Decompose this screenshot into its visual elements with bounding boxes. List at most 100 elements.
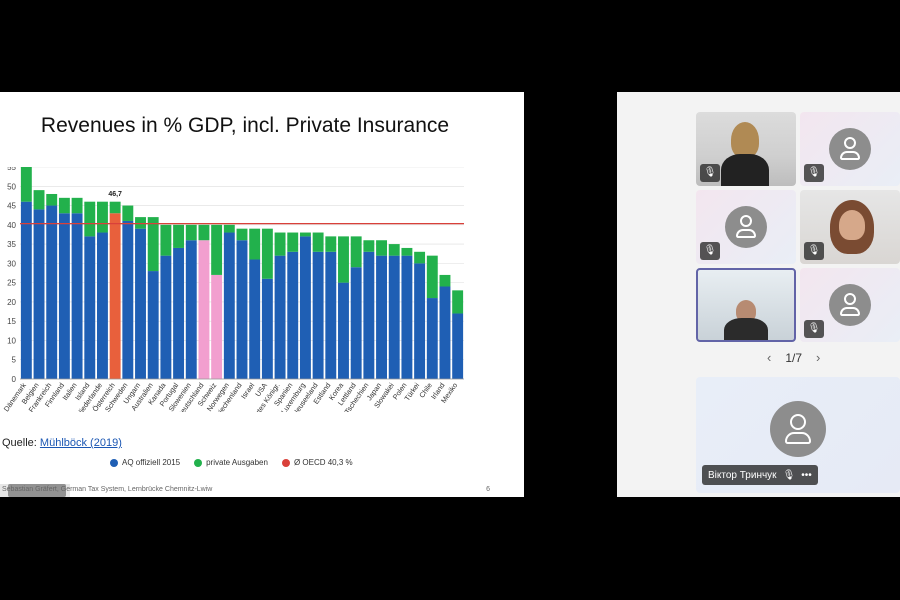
bar-private-27 [363, 240, 375, 252]
bar-official-34 [452, 313, 464, 379]
bar-official-1 [33, 209, 45, 379]
more-options-icon[interactable]: ••• [801, 469, 812, 481]
bar-official-28 [376, 255, 387, 379]
source-link[interactable]: Mühlböck (2019) [39, 437, 122, 449]
participant-head [731, 122, 759, 158]
bar-private-32 [426, 255, 438, 299]
bar-official-19 [261, 278, 273, 379]
bar-private-10 [147, 217, 159, 272]
legend-item-private: private Ausgaben [194, 458, 268, 467]
bar-private-0 [20, 167, 32, 202]
bar-official-21 [287, 251, 299, 379]
bar-official-12 [173, 247, 185, 379]
bar-private-30 [401, 247, 413, 256]
bar-private-31 [414, 251, 426, 264]
legend-item-official: AQ offiziell 2015 [110, 458, 180, 467]
bar-official-32 [426, 298, 438, 379]
bar-private-11 [160, 224, 172, 256]
bar-official-8 [122, 220, 134, 379]
y-tick-label: 10 [7, 336, 16, 345]
participants-panel: 🎙︎ 🎙︎ 🎙︎ 🎙︎ 🎙︎ ‹ 1/7 › Віктор Тринчук 🎙︎… [617, 92, 900, 497]
participant-name: Віктор Тринчук [708, 469, 777, 481]
bar-official-0 [20, 201, 32, 379]
bar-private-9 [135, 217, 146, 229]
participant-tile-4[interactable]: 🎙︎ [800, 268, 900, 342]
bar-official-27 [363, 251, 375, 379]
bar-official-18 [249, 259, 261, 379]
bar-official-2 [46, 205, 58, 379]
avatar-icon [829, 128, 871, 170]
bar-official-30 [401, 255, 413, 379]
revenue-bar-chart: 0510152025303540455055DänemarkBelgienFra… [2, 167, 464, 412]
participant-body [721, 154, 769, 186]
bar-private-4 [71, 197, 83, 214]
chart-legend: AQ offiziell 2015 private Ausgaben Ø OEC… [110, 458, 353, 467]
source-line: Quelle: Mühlböck (2019) [2, 437, 122, 449]
bar-official-23 [312, 251, 324, 379]
chevron-left-icon[interactable]: ‹ [767, 350, 772, 365]
slide-number: 6 [486, 486, 490, 493]
slide-controls[interactable] [0, 484, 70, 497]
participant-tile-video-1[interactable]: 🎙︎ [696, 112, 796, 186]
bar-official-10 [147, 271, 159, 379]
bar-official-33 [439, 286, 451, 379]
bar-official-5 [84, 236, 96, 379]
participant-body [724, 318, 768, 340]
participant-tile-video-3-active[interactable] [696, 268, 796, 342]
bar-private-13 [185, 224, 197, 241]
bar-official-17 [236, 240, 248, 379]
participant-tile-video-2[interactable]: 🎙︎ [800, 190, 900, 264]
bar-official-3 [58, 213, 70, 379]
black-gap [524, 92, 617, 497]
bar-private-18 [249, 228, 261, 260]
y-tick-label: 0 [12, 375, 17, 384]
bar-private-6 [97, 201, 108, 233]
bar-private-12 [173, 224, 185, 248]
y-tick-label: 50 [7, 182, 16, 191]
avatar-icon [725, 206, 767, 248]
bar-private-21 [287, 232, 299, 252]
bar-official-25 [338, 282, 349, 379]
bar-official-20 [274, 255, 286, 379]
mic-off-icon: 🎙︎ [700, 164, 720, 182]
chevron-right-icon[interactable]: › [816, 350, 821, 365]
mic-off-icon: 🎙︎ [782, 469, 796, 481]
bar-private-17 [236, 228, 248, 241]
avatar-icon [829, 284, 871, 326]
y-tick-label: 40 [7, 221, 16, 230]
bar-private-29 [388, 244, 400, 256]
bar-private-15 [211, 224, 223, 275]
participant-face [839, 210, 865, 240]
bar-official-9 [135, 228, 146, 379]
bar-official-6 [97, 232, 108, 379]
bar-official-13 [185, 240, 197, 379]
participant-tile-3[interactable]: 🎙︎ [696, 190, 796, 264]
bar-private-14 [198, 224, 210, 241]
bar-private-34 [452, 290, 464, 314]
bar-private-28 [376, 240, 387, 256]
y-tick-label: 20 [7, 298, 16, 307]
bar-private-7 [109, 201, 121, 214]
slide-footer: Sebastian Gräfert, German Tax System, Le… [0, 484, 524, 497]
pager-label: 1/7 [785, 350, 803, 365]
participant-pager: ‹ 1/7 › [767, 350, 820, 365]
mic-off-icon: 🎙︎ [804, 164, 824, 182]
legend-item-oecd: Ø OECD 40,3 % [281, 458, 353, 467]
mic-off-icon: 🎙︎ [700, 242, 720, 260]
bar-private-25 [338, 236, 349, 283]
main-participant-tile[interactable]: Віктор Тринчук 🎙︎ ••• [696, 377, 900, 493]
slide-title: Revenues in % GDP, incl. Private Insuran… [40, 114, 450, 137]
name-badge: Віктор Тринчук 🎙︎ ••• [702, 465, 818, 485]
bar-private-23 [312, 232, 324, 252]
bar-private-1 [33, 190, 45, 210]
bar-official-15 [211, 274, 223, 379]
mic-off-icon: 🎙︎ [804, 320, 824, 338]
y-tick-label: 25 [7, 279, 16, 288]
y-tick-label: 30 [7, 259, 16, 268]
bar-official-24 [325, 251, 337, 379]
y-tick-label: 45 [7, 202, 16, 211]
bar-private-33 [439, 274, 451, 287]
participant-tile-2[interactable]: 🎙︎ [800, 112, 900, 186]
y-tick-label: 35 [7, 240, 16, 249]
bar-private-3 [58, 197, 70, 214]
